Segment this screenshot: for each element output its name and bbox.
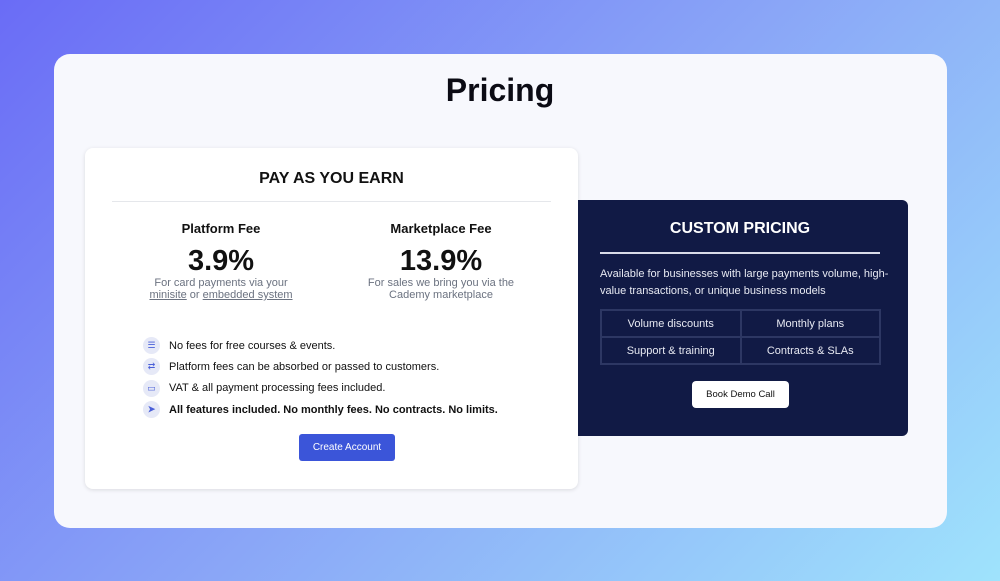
- transfer-icon: ⇄: [143, 358, 160, 376]
- coins-icon: ☰: [143, 337, 160, 355]
- embedded-system-link[interactable]: embedded system: [202, 289, 293, 301]
- list-item: ➤ All features included. No monthly fees.…: [143, 399, 498, 420]
- feature-text: No fees for free courses & events.: [169, 339, 336, 352]
- credit-card-icon: ▭: [143, 379, 160, 397]
- list-item: ☰ No fees for free courses & events.: [143, 335, 498, 356]
- card-heading: PAY AS YOU EARN: [112, 170, 551, 202]
- fee-description: For sales we bring you via the Cademy mar…: [331, 277, 551, 301]
- option-cell: Support & training: [601, 337, 741, 364]
- fee-value: 13.9%: [399, 245, 483, 277]
- feature-text: VAT & all payment processing fees includ…: [169, 382, 386, 395]
- desc-text: Cademy marketplace: [389, 289, 493, 301]
- option-cell: Contracts & SLAs: [740, 337, 880, 364]
- feature-list: ☰ No fees for free courses & events. ⇄ Pla…: [143, 335, 498, 420]
- pay-as-you-earn-card: PAY AS YOU EARN Platform Fee 3.9% For ca…: [85, 148, 578, 489]
- option-cell: Monthly plans: [740, 310, 880, 337]
- fee-description: For card payments via your minisite or em…: [111, 277, 331, 301]
- platform-fee: Platform Fee 3.9% For card payments via …: [111, 221, 331, 301]
- rocket-icon: ➤: [143, 401, 160, 419]
- desc-text: For sales we bring you via the: [367, 277, 515, 289]
- marketplace-fee: Marketplace Fee 13.9% For sales we bring…: [331, 221, 551, 301]
- options-grid: Volume discounts Monthly plans Support &…: [600, 309, 881, 365]
- create-account-button[interactable]: Create Account: [299, 434, 395, 461]
- minisite-link[interactable]: minisite: [149, 289, 187, 301]
- fee-value: 3.9%: [187, 245, 255, 277]
- desc-or: or: [186, 289, 203, 301]
- feature-text: Platform fees can be absorbed or passed …: [169, 360, 440, 373]
- list-item: ▭ VAT & all payment processing fees inclu…: [143, 378, 498, 399]
- book-demo-call-button[interactable]: Book Demo Call: [692, 381, 789, 408]
- page-title: Pricing: [445, 72, 555, 108]
- feature-text: All features included. No monthly fees. …: [169, 403, 498, 416]
- list-item: ⇄ Platform fees can be absorbed or passed…: [143, 356, 498, 377]
- custom-pricing-card: CUSTOM PRICING Available for businesses …: [578, 200, 908, 436]
- card-description: Available for businesses with large paym…: [600, 268, 889, 297]
- card-heading: CUSTOM PRICING: [600, 220, 880, 254]
- desc-text: For card payments via your: [154, 277, 288, 289]
- option-cell: Volume discounts: [601, 310, 741, 337]
- fee-label: Marketplace Fee: [390, 221, 492, 236]
- fee-label: Platform Fee: [181, 221, 261, 236]
